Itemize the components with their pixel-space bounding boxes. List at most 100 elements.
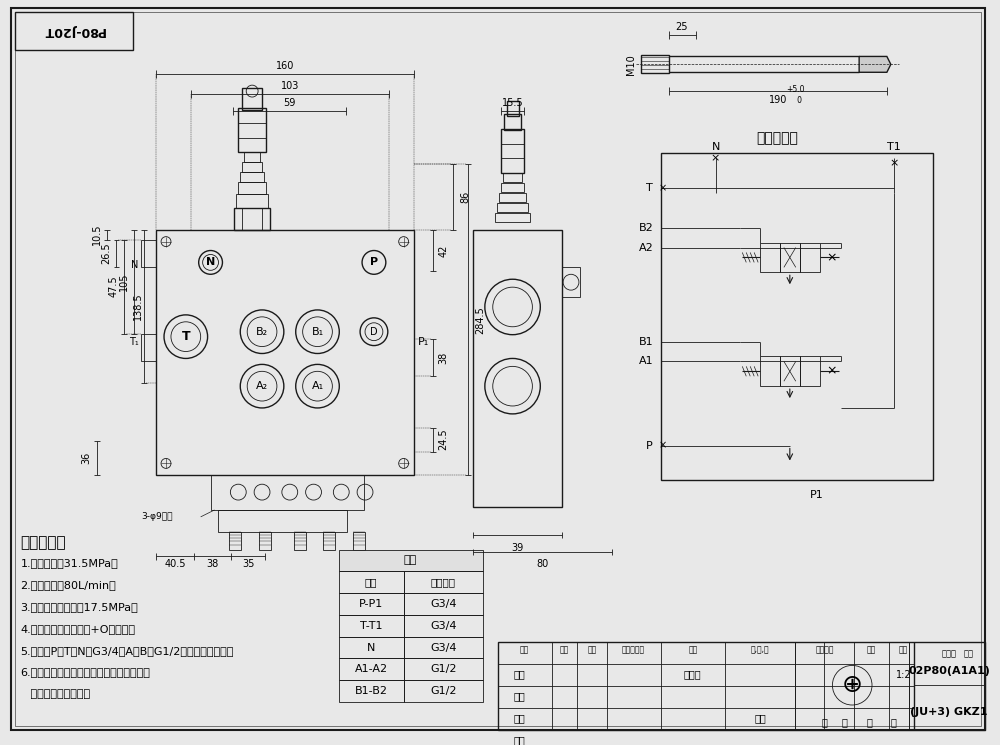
Text: 160: 160: [276, 61, 294, 72]
Bar: [242, 88, 262, 110]
Bar: [780, 243, 800, 273]
Text: N: N: [131, 260, 138, 270]
Text: 284.5: 284.5: [475, 306, 485, 334]
Text: 标准化: 标准化: [684, 670, 702, 679]
Bar: [238, 108, 266, 153]
Text: B₁: B₁: [311, 327, 324, 337]
Text: 比例: 比例: [899, 645, 908, 654]
Text: N: N: [206, 258, 215, 267]
Text: G3/4: G3/4: [430, 621, 457, 631]
Text: 3.溢流阀调定压力：17.5MPa；: 3.溢流阀调定压力：17.5MPa；: [20, 602, 138, 612]
Text: 更改文件号: 更改文件号: [622, 645, 645, 654]
Text: 4.控制方式：弹簧复拉+O型阀杆；: 4.控制方式：弹簧复拉+O型阀杆；: [20, 624, 135, 634]
Text: 校对: 校对: [514, 691, 525, 702]
Text: ×: ×: [826, 365, 837, 378]
Text: N: N: [711, 142, 720, 151]
Text: 6.阀体表面磷化处理，安全阀及螺堡镀锌．: 6.阀体表面磷化处理，安全阀及螺堡镀锌．: [20, 668, 150, 677]
Bar: [404, 659, 483, 680]
Bar: [141, 240, 156, 267]
Text: A₁: A₁: [311, 381, 324, 391]
Text: 39: 39: [511, 542, 524, 553]
Polygon shape: [859, 57, 891, 72]
Bar: [780, 356, 800, 386]
Text: P1: P1: [810, 490, 823, 500]
Text: 分区: 分区: [587, 645, 596, 654]
Text: 支架后盖为铝本色．: 支架后盖为铝本色．: [20, 689, 91, 699]
Text: 38: 38: [206, 559, 219, 569]
Bar: [211, 475, 364, 510]
Bar: [562, 267, 580, 297]
Text: M10: M10: [626, 54, 636, 74]
Bar: [498, 641, 985, 730]
Bar: [339, 637, 404, 659]
Text: 26.5: 26.5: [102, 243, 112, 264]
Text: ×: ×: [659, 440, 667, 451]
Text: ×: ×: [889, 159, 898, 168]
Bar: [760, 356, 780, 386]
Text: 页: 页: [891, 717, 897, 727]
Bar: [499, 193, 526, 202]
Bar: [497, 203, 528, 212]
Bar: [218, 510, 347, 532]
Text: 10.5: 10.5: [92, 224, 102, 245]
Bar: [503, 174, 522, 183]
Text: 审核: 审核: [514, 714, 525, 723]
Text: 1:2: 1:2: [896, 670, 912, 679]
Text: 3-φ9通孔: 3-φ9通孔: [141, 513, 173, 522]
Text: 24.5: 24.5: [438, 429, 448, 451]
Text: T: T: [646, 183, 653, 193]
Bar: [800, 356, 820, 386]
Text: G1/2: G1/2: [430, 686, 457, 696]
Bar: [244, 153, 260, 162]
Text: G3/4: G3/4: [430, 599, 457, 609]
Text: 批准: 批准: [754, 714, 766, 723]
Text: 工艺: 工艺: [514, 735, 525, 745]
Text: T-T1: T-T1: [360, 621, 382, 631]
Bar: [501, 183, 524, 192]
Text: 批改标记: 批改标记: [815, 645, 834, 654]
Text: T₁: T₁: [129, 337, 139, 346]
Text: B2: B2: [639, 223, 654, 232]
Text: 版本号: 版本号: [942, 649, 957, 658]
Text: 02P80(A1A1): 02P80(A1A1): [908, 666, 990, 676]
Text: 103: 103: [281, 81, 299, 91]
Text: 5.油口：P、T、N为G3/4；A、B为G1/2；均为平面密封；: 5.油口：P、T、N为G3/4；A、B为G1/2；均为平面密封；: [20, 646, 234, 656]
Text: 螺纹规格: 螺纹规格: [431, 577, 456, 587]
Bar: [141, 334, 156, 361]
Text: 59: 59: [284, 98, 296, 108]
Text: A₂: A₂: [256, 381, 268, 391]
Bar: [242, 162, 262, 172]
Bar: [339, 571, 404, 593]
Text: P: P: [646, 440, 653, 451]
Bar: [641, 55, 669, 73]
Text: A1: A1: [639, 356, 654, 367]
Bar: [760, 243, 780, 273]
Text: 2.公称流量：80L/min；: 2.公称流量：80L/min；: [20, 580, 116, 590]
Bar: [501, 129, 524, 174]
Bar: [404, 593, 483, 615]
Bar: [404, 615, 483, 637]
Text: T1: T1: [887, 142, 901, 151]
Text: 类型: 类型: [964, 649, 974, 658]
Text: P₁: P₁: [418, 337, 429, 346]
Bar: [353, 532, 365, 550]
Text: D: D: [370, 327, 378, 337]
Text: T: T: [181, 330, 190, 343]
Bar: [661, 153, 933, 481]
Text: 86: 86: [460, 191, 470, 203]
Text: 38: 38: [438, 352, 448, 364]
Text: 1.公称压力：31.5MPa；: 1.公称压力：31.5MPa；: [20, 559, 118, 568]
Bar: [473, 229, 562, 507]
Bar: [507, 101, 519, 116]
Text: ×: ×: [659, 183, 667, 193]
Text: 80: 80: [536, 559, 548, 569]
Text: B1: B1: [639, 337, 654, 346]
Text: 36: 36: [82, 451, 92, 464]
Bar: [156, 229, 414, 475]
Bar: [339, 659, 404, 680]
Text: A2: A2: [639, 243, 654, 253]
Text: ×: ×: [826, 251, 837, 264]
Text: 签名: 签名: [688, 645, 697, 654]
Text: P80-J20T: P80-J20T: [43, 24, 105, 37]
Text: 技术要求：: 技术要求：: [20, 535, 66, 550]
